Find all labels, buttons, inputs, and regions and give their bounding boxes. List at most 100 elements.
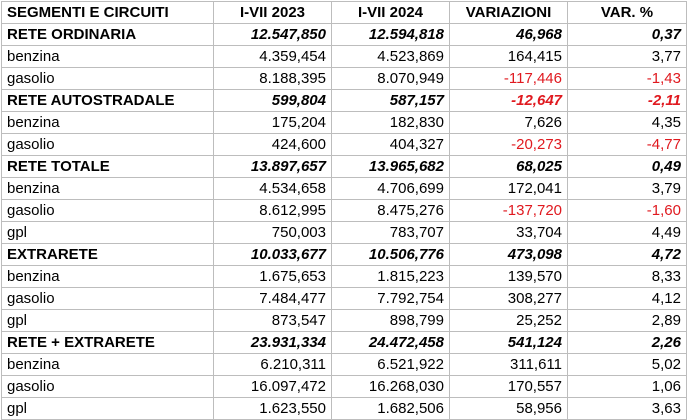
table-row: gasolio 424,600 404,327 -20,273 -4,77 <box>1 133 687 156</box>
value-2024: 13.965,682 <box>331 155 450 178</box>
variation-percent: 0,37 <box>567 23 687 46</box>
row-label: benzina <box>1 265 214 288</box>
value-2023: 175,204 <box>213 111 332 134</box>
value-2023: 4.534,658 <box>213 177 332 200</box>
value-2024: 7.792,754 <box>331 287 450 310</box>
variation-value: 33,704 <box>449 221 568 244</box>
table-row: benzina 1.675,653 1.815,223 139,570 8,33 <box>1 265 687 288</box>
variation-percent: 2,89 <box>567 309 687 332</box>
row-label: gasolio <box>1 67 214 90</box>
table-row: benzina 4.359,454 4.523,869 164,415 3,77 <box>1 45 687 68</box>
value-2023: 23.931,334 <box>213 331 332 354</box>
row-label: RETE TOTALE <box>1 155 214 178</box>
variation-value: -12,647 <box>449 89 568 112</box>
row-label: EXTRARETE <box>1 243 214 266</box>
table-row: gpl 750,003 783,707 33,704 4,49 <box>1 221 687 244</box>
variation-percent: 4,49 <box>567 221 687 244</box>
table-body: RETE ORDINARIA 12.547,850 12.594,818 46,968… <box>1 23 687 420</box>
value-2024: 4.523,869 <box>331 45 450 68</box>
value-2023: 12.547,850 <box>213 23 332 46</box>
value-2023: 599,804 <box>213 89 332 112</box>
variation-value: -137,720 <box>449 199 568 222</box>
value-2023: 8.188,395 <box>213 67 332 90</box>
header-variation-percent: VAR. % <box>567 1 687 24</box>
variation-percent: -2,11 <box>567 89 687 112</box>
table-row: benzina 4.534,658 4.706,699 172,041 3,79 <box>1 177 687 200</box>
variation-percent: 0,49 <box>567 155 687 178</box>
variation-percent: 3,79 <box>567 177 687 200</box>
header-period-2023: I-VII 2023 <box>213 1 332 24</box>
value-2023: 4.359,454 <box>213 45 332 68</box>
variation-value: 46,968 <box>449 23 568 46</box>
value-2023: 7.484,477 <box>213 287 332 310</box>
row-label: RETE ORDINARIA <box>1 23 214 46</box>
section-row: RETE + EXTRARETE 23.931,334 24.472,458 541,… <box>1 331 687 354</box>
table-row: benzina 6.210,311 6.521,922 311,611 5,02 <box>1 353 687 376</box>
section-row: RETE AUTOSTRADALE 599,804 587,157 -12,647 -2… <box>1 89 687 112</box>
row-label: benzina <box>1 45 214 68</box>
table-row: gasolio 7.484,477 7.792,754 308,277 4,12 <box>1 287 687 310</box>
variation-value: -117,446 <box>449 67 568 90</box>
variation-percent: 3,77 <box>567 45 687 68</box>
value-2023: 6.210,311 <box>213 353 332 376</box>
row-label: RETE + EXTRARETE <box>1 331 214 354</box>
value-2023: 424,600 <box>213 133 332 156</box>
value-2023: 10.033,677 <box>213 243 332 266</box>
header-row: SEGMENTI E CIRCUITI I-VII 2023 I-VII 202… <box>1 1 687 24</box>
value-2023: 1.623,550 <box>213 397 332 420</box>
variation-percent: 5,02 <box>567 353 687 376</box>
variation-percent: 4,72 <box>567 243 687 266</box>
table-row: gasolio 8.188,395 8.070,949 -117,446 -1,43 <box>1 67 687 90</box>
variation-percent: 8,33 <box>567 265 687 288</box>
variation-percent: -1,60 <box>567 199 687 222</box>
variation-value: 473,098 <box>449 243 568 266</box>
value-2024: 24.472,458 <box>331 331 450 354</box>
section-row: RETE TOTALE 13.897,657 13.965,682 68,025 0,4… <box>1 155 687 178</box>
value-2024: 587,157 <box>331 89 450 112</box>
variation-value: 7,626 <box>449 111 568 134</box>
row-label: gpl <box>1 309 214 332</box>
variation-value: 164,415 <box>449 45 568 68</box>
row-label: gasolio <box>1 287 214 310</box>
value-2024: 16.268,030 <box>331 375 450 398</box>
value-2024: 1.815,223 <box>331 265 450 288</box>
variation-value: 172,041 <box>449 177 568 200</box>
value-2024: 10.506,776 <box>331 243 450 266</box>
variation-value: 311,611 <box>449 353 568 376</box>
table-row: benzina 175,204 182,830 7,626 4,35 <box>1 111 687 134</box>
value-2023: 16.097,472 <box>213 375 332 398</box>
value-2023: 1.675,653 <box>213 265 332 288</box>
value-2024: 182,830 <box>331 111 450 134</box>
value-2023: 13.897,657 <box>213 155 332 178</box>
table-row: gpl 1.623,550 1.682,506 58,956 3,63 <box>1 397 687 420</box>
value-2024: 4.706,699 <box>331 177 450 200</box>
value-2024: 12.594,818 <box>331 23 450 46</box>
row-label: gasolio <box>1 199 214 222</box>
variation-value: 68,025 <box>449 155 568 178</box>
header-variation: VARIAZIONI <box>449 1 568 24</box>
value-2024: 8.475,276 <box>331 199 450 222</box>
variation-value: 58,956 <box>449 397 568 420</box>
row-label: benzina <box>1 353 214 376</box>
variation-value: 139,570 <box>449 265 568 288</box>
variation-percent: -4,77 <box>567 133 687 156</box>
table-row: gasolio 16.097,472 16.268,030 170,557 1,06 <box>1 375 687 398</box>
variation-percent: 1,06 <box>567 375 687 398</box>
row-label: gpl <box>1 397 214 420</box>
variation-percent: -1,43 <box>567 67 687 90</box>
header-segment: SEGMENTI E CIRCUITI <box>1 1 214 24</box>
variation-value: 541,124 <box>449 331 568 354</box>
row-label: RETE AUTOSTRADALE <box>1 89 214 112</box>
value-2024: 898,799 <box>331 309 450 332</box>
value-2023: 8.612,995 <box>213 199 332 222</box>
table-row: gasolio 8.612,995 8.475,276 -137,720 -1,60 <box>1 199 687 222</box>
row-label: benzina <box>1 111 214 134</box>
value-2024: 1.682,506 <box>331 397 450 420</box>
row-label: gasolio <box>1 133 214 156</box>
variation-percent: 2,26 <box>567 331 687 354</box>
value-2023: 873,547 <box>213 309 332 332</box>
row-label: benzina <box>1 177 214 200</box>
variation-percent: 4,12 <box>567 287 687 310</box>
value-2024: 8.070,949 <box>331 67 450 90</box>
